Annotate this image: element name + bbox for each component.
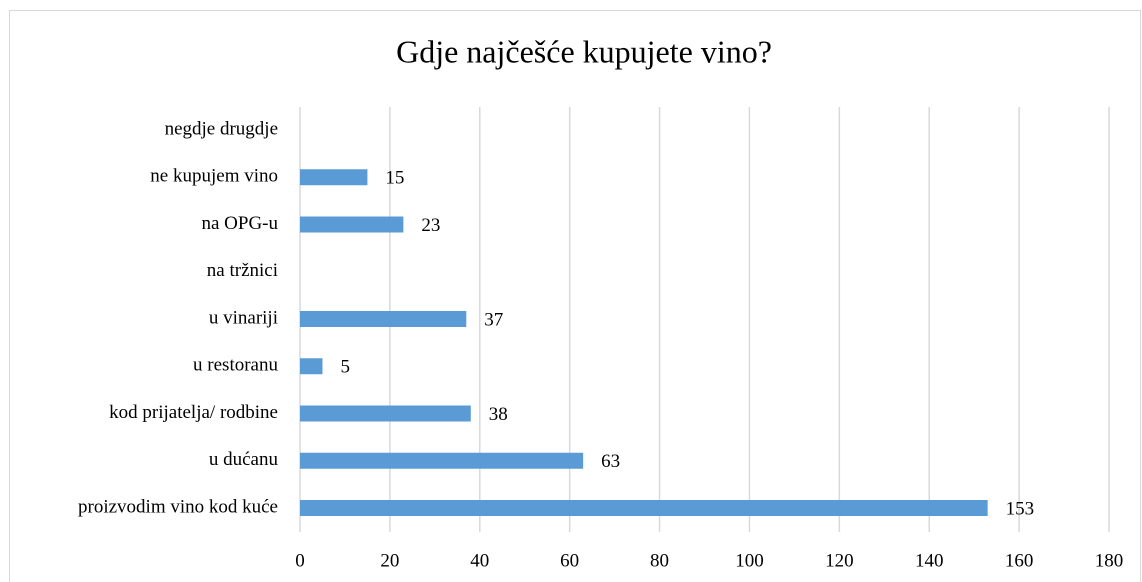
- y-tick-label: proizvodim vino kod kuće: [78, 496, 278, 517]
- x-tick-label: 80: [650, 550, 669, 571]
- bar: [300, 405, 471, 422]
- bar: [300, 311, 467, 327]
- y-tick-label: na tržnici: [207, 260, 278, 281]
- y-tick-label: u restoranu: [193, 355, 278, 376]
- y-tick-label: negdje drugdje: [165, 118, 278, 139]
- x-tick-label: 120: [825, 550, 854, 571]
- y-tick-label: na OPG-u: [201, 213, 278, 234]
- y-tick-label: u dućanu: [209, 449, 279, 470]
- bar: [300, 169, 368, 186]
- x-tick-label: 40: [470, 550, 489, 571]
- chart-title: Gdje najčešće kupujete vino?: [396, 33, 772, 69]
- x-tick-label: 0: [295, 550, 305, 571]
- x-tick-label: 140: [915, 550, 944, 571]
- x-tick-label: 100: [735, 550, 764, 571]
- chart-border: [9, 10, 1141, 582]
- data-label: 153: [1006, 498, 1035, 519]
- data-label: 5: [340, 357, 350, 378]
- bar: [300, 452, 584, 469]
- x-tick-label: 180: [1095, 550, 1124, 571]
- x-tick-label: 160: [1005, 550, 1034, 571]
- bar: [300, 500, 988, 516]
- data-label: 63: [601, 451, 620, 472]
- bar: [300, 358, 323, 375]
- data-label: 38: [489, 404, 508, 425]
- data-label: 37: [484, 309, 503, 330]
- data-label: 15: [385, 168, 404, 189]
- data-label: 23: [421, 215, 440, 236]
- y-tick-label: kod prijatelja/ rodbine: [109, 402, 278, 423]
- y-tick-label: u vinariji: [209, 307, 278, 328]
- x-tick-label: 20: [380, 550, 399, 571]
- bar: [300, 216, 404, 233]
- x-tick-label: 60: [560, 550, 579, 571]
- y-tick-label: ne kupujem vino: [150, 166, 278, 187]
